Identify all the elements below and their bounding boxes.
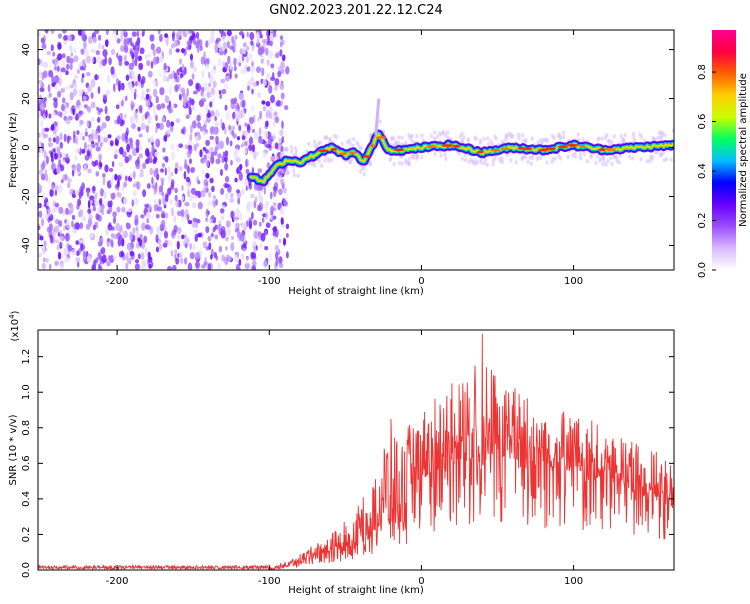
colorbar: 0.0 0.2 0.4 0.6 0.8 Normalized spectral ampl… — [697, 30, 749, 278]
colorbar-tick-label: 0.2 — [697, 213, 708, 229]
snr-panel: -200 -100 0 100 0.0 0.2 0.4 0.6 0.8 1.0 1.2 Heigh… — [8, 310, 675, 596]
y-tick-label: 1.2 — [21, 349, 32, 365]
y-tick-label: 20 — [21, 92, 32, 105]
y-tick-label: 0.4 — [21, 491, 32, 507]
snr-line — [37, 333, 675, 572]
snr-x-label: Height of straight line (km) — [288, 585, 424, 596]
y-tick-label: 0.2 — [21, 526, 32, 542]
x-tick-label: 100 — [564, 576, 583, 587]
figure-title: GN02.2023.201.22.12.C24 — [269, 3, 443, 18]
spectrogram-x-ticks: -200 -100 0 100 — [106, 30, 583, 287]
spectrogram-x-label: Height of straight line (km) — [288, 286, 424, 297]
x-tick-label: 100 — [564, 276, 583, 287]
y-tick-label: 0 — [21, 144, 32, 150]
y-tick-label: 0.6 — [21, 455, 32, 471]
ridge-line — [246, 98, 674, 187]
spectrogram-y-ticks: -40 -20 0 20 40 — [21, 43, 674, 254]
x-tick-label: -200 — [106, 576, 129, 587]
spectrogram-y-label: Frequency (Hz) — [8, 112, 19, 188]
x-tick-label: 0 — [418, 276, 424, 287]
colorbar-ticks: 0.0 0.2 0.4 0.6 0.8 — [697, 64, 716, 278]
colorbar-tick-label: 0.8 — [697, 64, 708, 80]
x-tick-label: 0 — [418, 576, 424, 587]
snr-y-multiplier: (x104) — [8, 310, 21, 341]
x-tick-label: -100 — [258, 276, 281, 287]
noise-speckle — [38, 30, 290, 270]
y-tick-label: -40 — [21, 237, 32, 253]
snr-y-ticks: 0.0 0.2 0.4 0.6 0.8 1.0 1.2 — [21, 349, 674, 578]
snr-frame — [37, 329, 675, 571]
colorbar-tick-label: 0.4 — [697, 163, 708, 179]
snr-series — [37, 333, 675, 572]
colorbar-tick-label: 0.6 — [697, 114, 708, 130]
colorbar-label: Normalized spectral amplitude — [738, 73, 749, 227]
y-tick-label: 1.0 — [21, 384, 32, 400]
colorbar-tick-label: 0.0 — [697, 262, 708, 278]
snr-y-label: SNR (10 * v/v) — [8, 414, 19, 485]
y-tick-label: 0.0 — [21, 562, 32, 578]
spectrogram-frame — [37, 29, 675, 271]
y-tick-label: 40 — [21, 43, 32, 56]
snr-x-ticks: -200 -100 0 100 — [106, 330, 583, 587]
y-tick-label: 0.8 — [21, 420, 32, 436]
x-tick-label: -100 — [258, 576, 281, 587]
x-tick-label: -200 — [106, 276, 129, 287]
colorbar-gradient — [712, 30, 736, 270]
y-tick-label: -20 — [21, 188, 32, 204]
spectrogram-heatmap — [38, 30, 674, 270]
